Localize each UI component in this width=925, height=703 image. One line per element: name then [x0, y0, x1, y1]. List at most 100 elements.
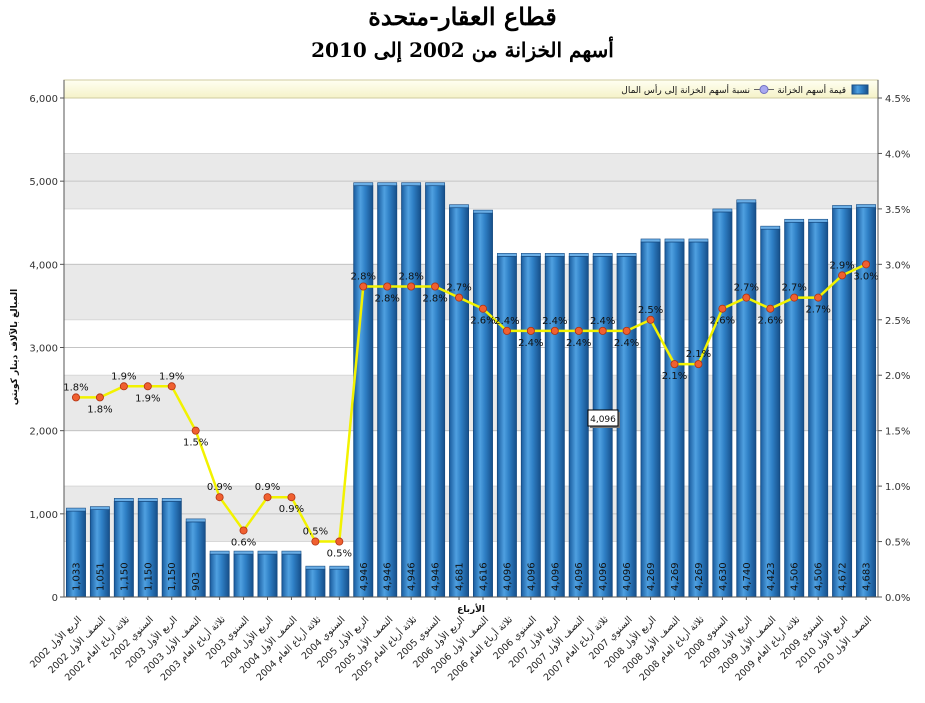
ratio-value-label: 2.6%	[710, 316, 735, 327]
bar-cap	[329, 565, 350, 570]
ratio-value-label: 1.8%	[63, 382, 88, 393]
ratio-marker	[215, 493, 224, 502]
bar-value-label: 4,946	[359, 562, 370, 591]
bar-cap	[808, 218, 829, 223]
ratio-marker	[766, 304, 775, 313]
bar	[353, 185, 374, 598]
y-axis-title: المبالغ بالآلاف دينار كويتي	[8, 289, 20, 405]
bar-value-label: 4,096	[526, 562, 537, 591]
bar-value-label: 4,269	[694, 562, 705, 591]
ratio-marker	[502, 326, 511, 335]
bar	[305, 568, 326, 598]
y-tick-label: 5,000	[29, 177, 58, 188]
bar	[233, 553, 254, 598]
bar-value-label: 4,096	[598, 562, 609, 591]
ratio-marker	[311, 537, 320, 546]
ratio-marker	[742, 293, 751, 302]
bar-value-label: 4,423	[766, 562, 777, 591]
chart-subtitle: أسهم الخزانة من 2002 إلى 2010	[311, 38, 614, 62]
bar-value-label: 4,683	[862, 562, 873, 591]
ratio-marker	[335, 537, 344, 546]
ratio-value-label: 0.6%	[231, 537, 256, 548]
ratio-value-label: 2.1%	[686, 349, 711, 360]
bar-value-label: 4,506	[790, 562, 801, 591]
ratio-marker	[167, 382, 176, 391]
bar-value-label: 4,946	[383, 562, 394, 591]
bar-value-label: 4,630	[718, 562, 729, 591]
bar-value-label: 1,051	[95, 562, 106, 591]
ratio-value-label: 2.4%	[566, 338, 591, 349]
plot-band	[64, 98, 878, 154]
bar	[544, 255, 565, 598]
ratio-value-label: 1.9%	[135, 393, 160, 404]
bar-value-label: 4,096	[550, 562, 561, 591]
legend-bar-label: قيمة أسهم الخزانة	[777, 84, 846, 96]
bar-value-label: 1,033	[71, 562, 82, 591]
ratio-value-label: 0.9%	[279, 504, 304, 515]
y2-tick-label: 1.0%	[885, 482, 910, 493]
ratio-marker	[407, 282, 416, 291]
ratio-marker	[550, 326, 559, 335]
bar	[377, 185, 398, 598]
bar-value-label: 4,946	[431, 562, 442, 591]
y2-tick-label: 1.5%	[885, 427, 910, 438]
y2-tick-label: 4.0%	[885, 149, 910, 160]
ratio-marker	[263, 493, 272, 502]
ratio-marker	[143, 382, 152, 391]
ratio-marker	[790, 293, 799, 302]
ratio-marker	[718, 304, 727, 313]
bar-cap	[305, 565, 326, 570]
bar-cap	[784, 218, 805, 223]
ratio-value-label: 2.1%	[662, 371, 687, 382]
x-axis-title: الأرباع	[457, 603, 485, 615]
bar-value-label: 4,096	[502, 562, 513, 591]
bar-value-label: 903	[191, 572, 202, 591]
ratio-value-label: 1.9%	[159, 371, 184, 382]
bar-value-label: 4,740	[742, 562, 753, 591]
ratio-marker	[838, 271, 847, 280]
bar-cap	[544, 253, 565, 257]
bar	[640, 241, 661, 598]
ratio-marker	[191, 426, 200, 435]
ratio-marker	[814, 293, 823, 302]
bar-value-label: 4,681	[455, 562, 466, 591]
bar	[736, 202, 757, 598]
ratio-value-label: 0.5%	[303, 527, 328, 538]
ratio-marker	[95, 393, 104, 402]
bar	[425, 185, 446, 598]
ratio-value-label: 2.8%	[375, 294, 400, 305]
bar-cap	[520, 253, 541, 257]
bar	[496, 255, 517, 598]
y2-tick-label: 2.0%	[885, 371, 910, 382]
ratio-value-label: 2.4%	[590, 316, 615, 327]
ratio-value-label: 2.8%	[351, 272, 376, 283]
ratio-value-label: 0.9%	[255, 482, 280, 493]
bar-cap	[592, 253, 613, 257]
bar-cap	[497, 253, 517, 257]
bar-value-label: 1,150	[143, 562, 154, 591]
ratio-marker	[862, 260, 871, 269]
ratio-value-label: 2.8%	[398, 272, 423, 283]
bar-cap	[90, 506, 110, 510]
bar-cap	[568, 253, 589, 257]
bar-value-label: 4,269	[646, 562, 657, 591]
ratio-line	[75, 263, 867, 543]
ratio-marker	[455, 293, 464, 302]
y2-tick-label: 0.0%	[885, 593, 910, 604]
bar-value-label: 4,096	[622, 562, 633, 591]
ratio-value-label: 2.5%	[638, 305, 663, 316]
ratio-value-label: 1.5%	[183, 438, 208, 449]
ratio-value-label: 3.0%	[853, 271, 878, 282]
y-tick-label: 6,000	[29, 94, 58, 105]
y-tick-label: 3,000	[29, 344, 58, 355]
ratio-marker	[622, 326, 631, 335]
ratio-marker	[526, 326, 535, 335]
ratio-value-label: 0.9%	[207, 482, 232, 493]
bar	[257, 553, 278, 598]
bar-value-label: 4,672	[838, 562, 849, 591]
ratio-marker	[574, 326, 583, 335]
ratio-marker	[119, 382, 128, 391]
bar	[472, 212, 493, 598]
ratio-marker	[646, 315, 655, 324]
legend-line-label: نسبة أسهم الخزانة إلى رأس المال	[621, 84, 750, 96]
